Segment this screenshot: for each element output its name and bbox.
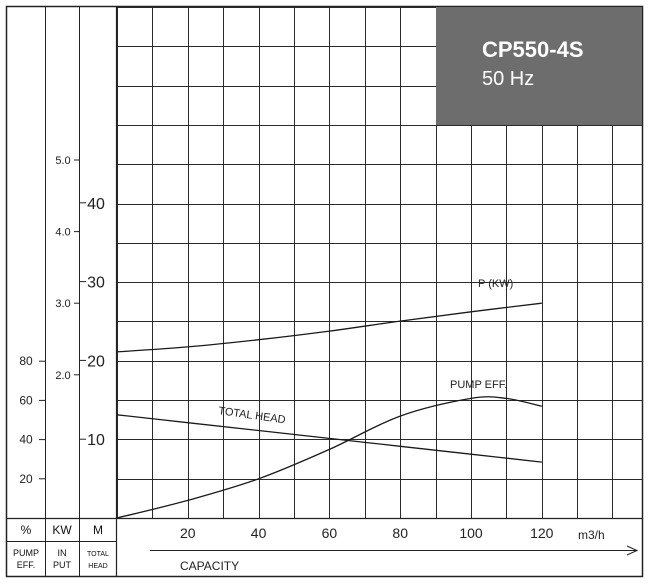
- label-efficiency: PUMP EFF.: [450, 379, 507, 391]
- x-tick-label: 60: [322, 525, 338, 541]
- power-tick-label: 5.0: [55, 155, 70, 167]
- head-unit-label: M: [93, 523, 103, 537]
- curve-power: [116, 302, 542, 353]
- model-title: CP550-4S: [482, 37, 584, 62]
- column-caption: PUT: [53, 560, 72, 570]
- eff-tick-label: 20: [19, 472, 33, 486]
- head-tick-label: 10: [87, 432, 105, 449]
- label-power: P (KW): [478, 278, 513, 290]
- head-tick-label: 20: [87, 353, 105, 370]
- axis-ticks: 10 20 30 40 2.0 3.0 4.0 5.0 20 40 60 80 20 40 60 80 100 1…: [19, 155, 553, 541]
- performance-curves: [116, 302, 542, 519]
- column-captions: PUMP EFF. IN PUT TOTAL HEAD: [13, 548, 109, 570]
- eff-tick-label: 60: [19, 393, 33, 407]
- curve-head: [116, 414, 542, 463]
- curve-efficiency: [116, 396, 542, 519]
- head-tick-label: 40: [87, 196, 105, 213]
- eff-tick-label: 80: [19, 354, 33, 368]
- power-tick-label: 4.0: [55, 227, 70, 239]
- capacity-arrow-head: [626, 545, 639, 556]
- x-tick-label: 40: [251, 525, 267, 541]
- column-caption: PUMP: [13, 548, 39, 558]
- column-caption: IN: [58, 548, 67, 558]
- x-tick-label: 120: [530, 525, 554, 541]
- head-tick-label: 30: [87, 275, 105, 292]
- x-axis-title: CAPACITY: [180, 559, 239, 573]
- power-tick-label: 3.0: [55, 298, 70, 310]
- x-tick-label: 100: [459, 525, 483, 541]
- power-unit-label: KW: [52, 523, 72, 537]
- frequency-label: 50 Hz: [482, 68, 534, 90]
- x-tick-label: 80: [392, 525, 408, 541]
- x-unit-label: m3/h: [578, 528, 605, 542]
- column-caption: EFF.: [17, 560, 36, 570]
- column-caption: TOTAL: [87, 551, 109, 558]
- title-box: [436, 7, 642, 125]
- x-tick-label: 20: [180, 525, 196, 541]
- power-tick-label: 2.0: [55, 370, 70, 382]
- eff-tick-label: 40: [19, 433, 33, 447]
- eff-unit-label: %: [21, 523, 32, 537]
- column-caption: HEAD: [88, 563, 107, 570]
